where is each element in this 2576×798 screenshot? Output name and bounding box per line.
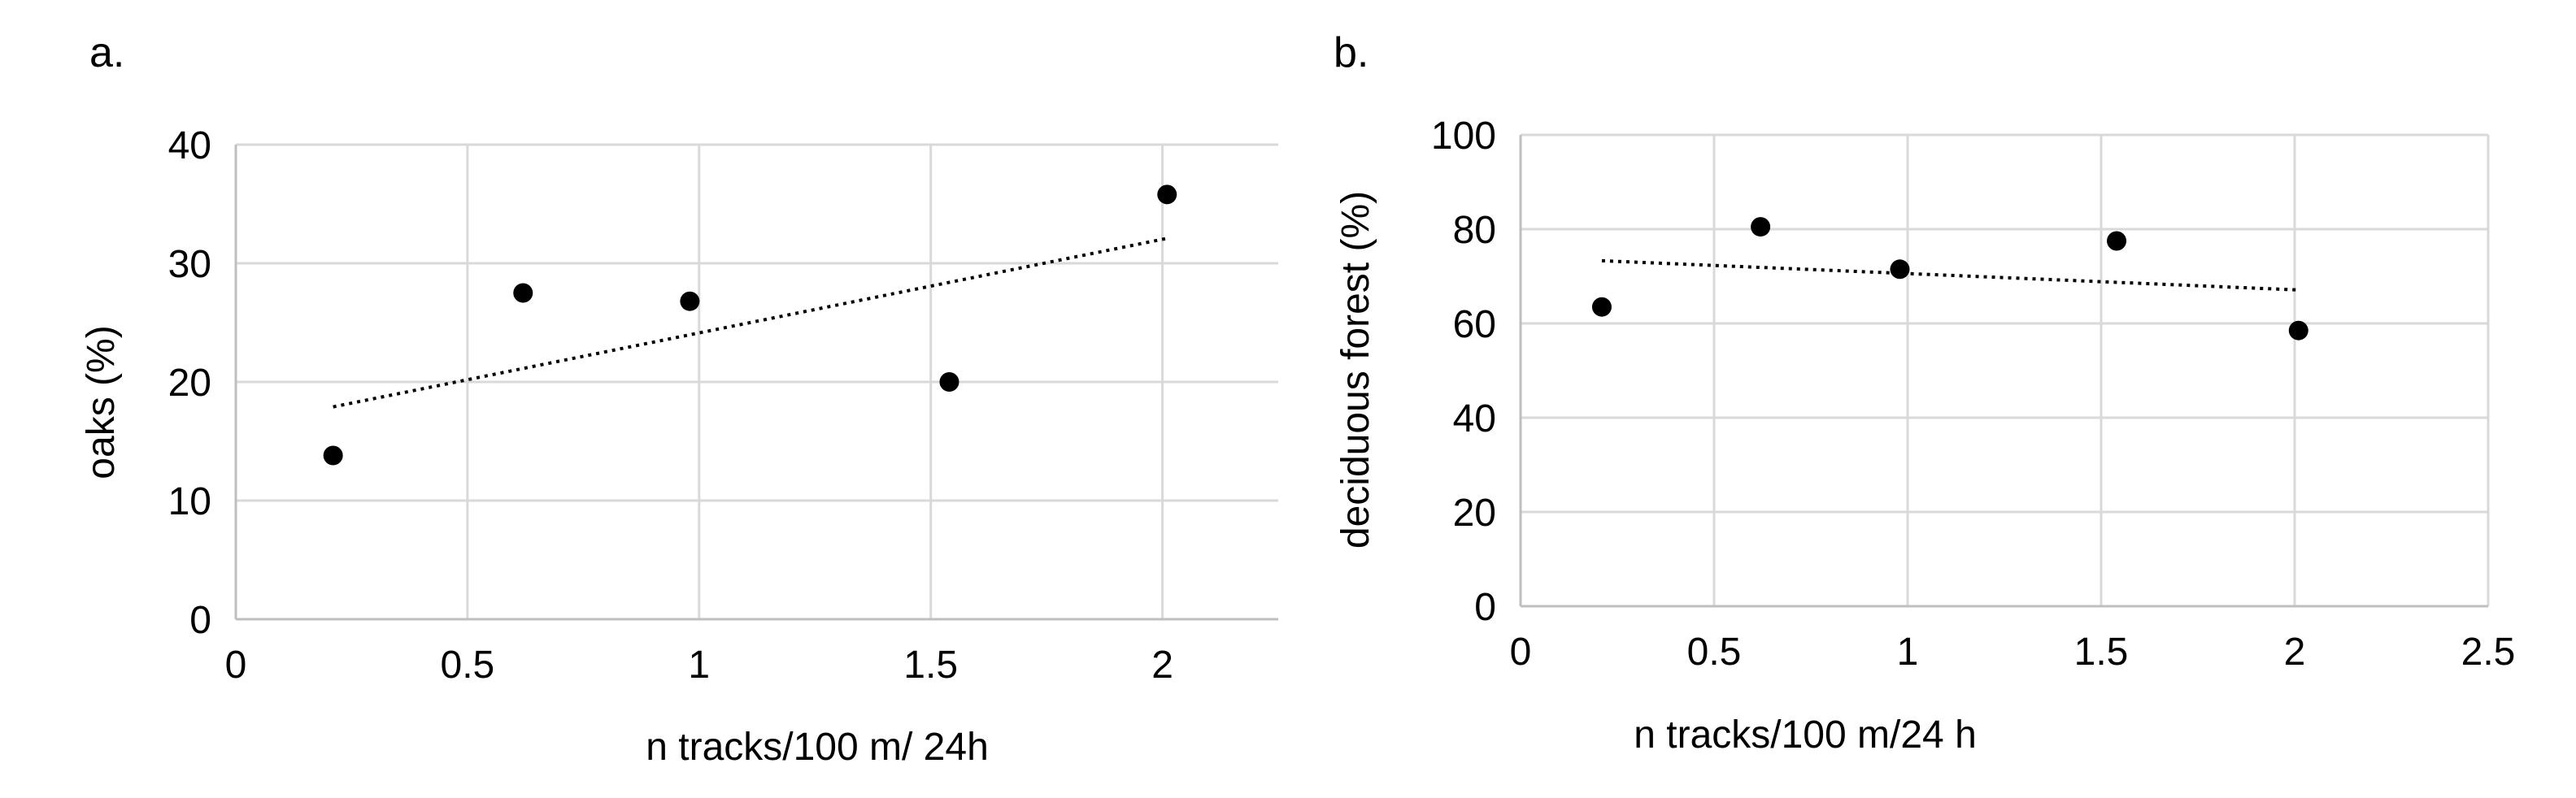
panel-b-chart: b. n tracks/100 m/24 h deciduous forest … bbox=[1334, 29, 2515, 757]
panel-a-data-point bbox=[513, 283, 533, 303]
panel-a-data-point bbox=[1157, 184, 1177, 205]
panel-a-y-tick-label: 30 bbox=[168, 243, 211, 286]
panel-a-x-tick-label: 0 bbox=[225, 644, 247, 687]
panel-a-x-tick-label: 2 bbox=[1151, 644, 1173, 687]
panel-b-trendline bbox=[1601, 258, 2299, 292]
panel-b-y-tick-label: 60 bbox=[1453, 303, 1496, 346]
panel-b-data-point bbox=[1591, 297, 1612, 317]
panel-b-x-tick-label: 2 bbox=[2284, 631, 2306, 674]
panel-b-x-axis-label: n tracks/100 m/24 h bbox=[1634, 713, 1977, 757]
panel-b-y-tick-label: 0 bbox=[1474, 586, 1496, 629]
panel-b-data-point bbox=[2107, 231, 2127, 251]
panel-b-x-tick-label: 1 bbox=[1897, 631, 1919, 674]
panel-a-label: a. bbox=[89, 29, 124, 76]
panel-a-y-tick-label: 40 bbox=[168, 124, 211, 167]
panel-a-y-tick-label: 10 bbox=[168, 480, 211, 523]
panel-a-x-tick-label: 0.5 bbox=[441, 644, 495, 687]
panel-a-chart: a. n tracks/100 m/ 24h oaks (%) 01020304… bbox=[80, 29, 1278, 769]
panel-a-x-tick-label: 1 bbox=[688, 644, 710, 687]
panel-a-y-axis-label: oaks (%) bbox=[80, 325, 123, 479]
panel-b-x-tick-label: 1.5 bbox=[2074, 631, 2129, 674]
panel-a-data-point bbox=[323, 445, 343, 466]
panel-b-y-tick-label: 100 bbox=[1431, 115, 1496, 158]
panel-a-x-axis-label: n tracks/100 m/ 24h bbox=[646, 726, 989, 769]
panel-a-y-tick-label: 20 bbox=[168, 362, 211, 405]
panel-b-data-point bbox=[2288, 320, 2308, 340]
panel-b-y-tick-label: 20 bbox=[1453, 492, 1496, 535]
panel-b-data-point bbox=[1890, 259, 1910, 280]
panel-b-label: b. bbox=[1334, 29, 1368, 76]
panel-a-trendline bbox=[333, 236, 1168, 409]
panel-b-y-tick-label: 40 bbox=[1453, 397, 1496, 440]
panel-b-x-tick-label: 0.5 bbox=[1687, 631, 1742, 674]
panel-b-y-tick-label: 80 bbox=[1453, 209, 1496, 252]
panel-a-x-tick-label: 1.5 bbox=[903, 644, 958, 687]
panel-b-x-tick-label: 2.5 bbox=[2461, 631, 2516, 674]
panel-a-data-point bbox=[939, 372, 959, 392]
panel-a-y-tick-label: 0 bbox=[189, 599, 211, 642]
panel-a-data-point bbox=[680, 291, 700, 311]
panel-b-y-axis-label: deciduous forest (%) bbox=[1334, 191, 1377, 549]
panel-b-x-tick-label: 0 bbox=[1510, 631, 1532, 674]
panel-b-data-point bbox=[1751, 217, 1771, 237]
